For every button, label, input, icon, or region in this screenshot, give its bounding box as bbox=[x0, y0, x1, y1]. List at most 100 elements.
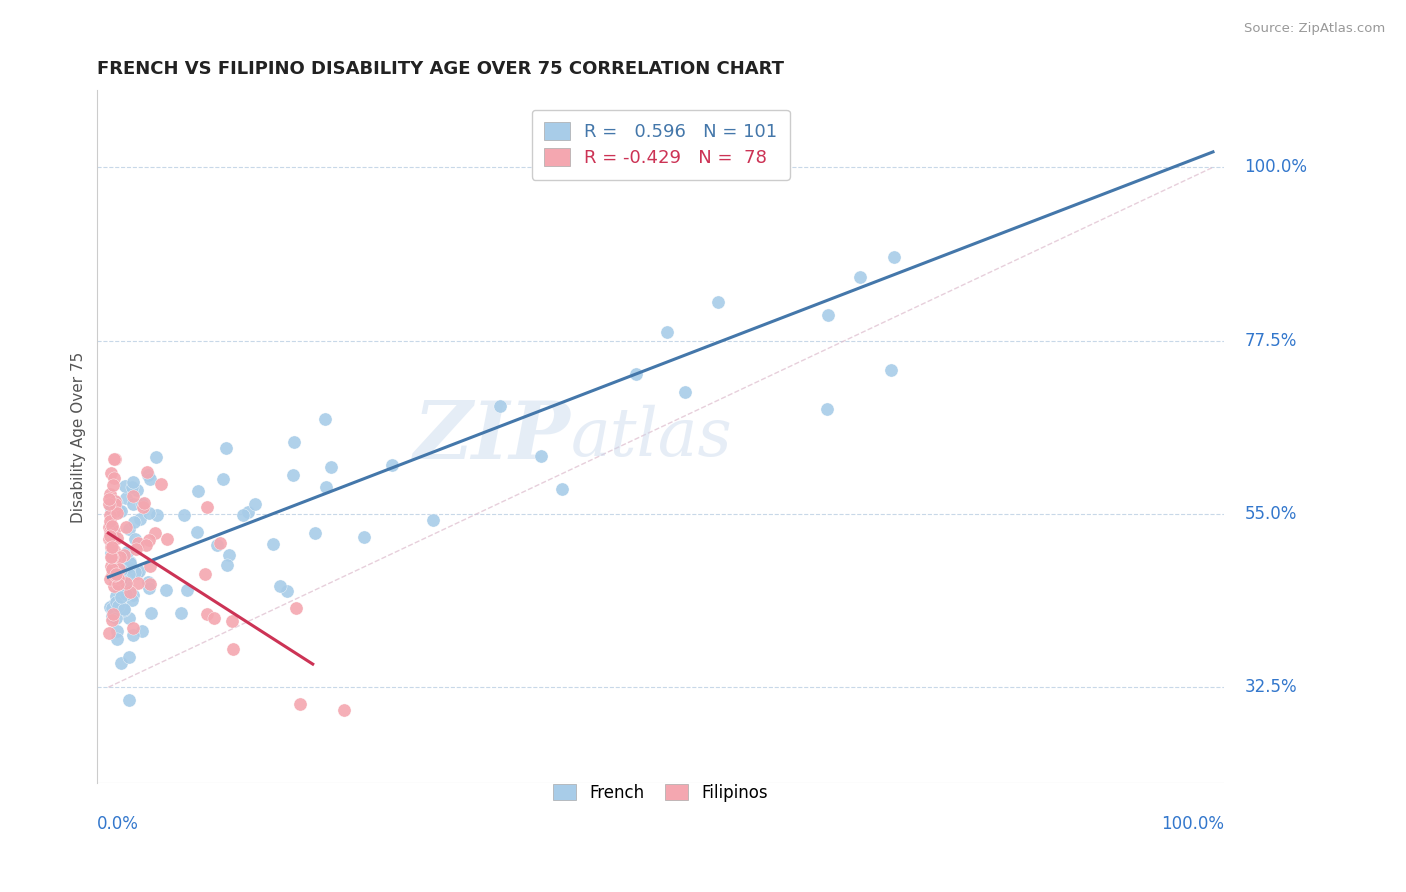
Point bbox=[194, 567, 217, 582]
Point bbox=[112, 551, 135, 566]
Point bbox=[125, 541, 148, 556]
Point bbox=[103, 560, 125, 574]
Point bbox=[215, 441, 238, 455]
Point bbox=[115, 545, 138, 559]
Point bbox=[333, 703, 356, 717]
Point bbox=[218, 548, 240, 562]
Point bbox=[176, 583, 198, 598]
Point bbox=[221, 641, 243, 656]
Point bbox=[129, 511, 152, 525]
Point bbox=[100, 535, 122, 549]
Point bbox=[121, 475, 143, 489]
Legend: French, Filipinos: French, Filipinos bbox=[541, 772, 780, 814]
Point bbox=[156, 532, 179, 546]
Point bbox=[283, 435, 305, 450]
Point bbox=[98, 529, 121, 543]
Point bbox=[269, 579, 291, 593]
Point bbox=[186, 524, 208, 539]
Point bbox=[107, 599, 129, 613]
Point bbox=[104, 495, 127, 509]
Point bbox=[112, 602, 135, 616]
Point bbox=[124, 532, 146, 546]
Point bbox=[262, 537, 284, 551]
Point bbox=[105, 611, 128, 625]
Point bbox=[136, 574, 159, 589]
Point bbox=[100, 530, 122, 544]
Point bbox=[125, 483, 148, 497]
Point bbox=[120, 585, 142, 599]
Point bbox=[101, 568, 124, 582]
Point bbox=[215, 558, 238, 572]
Point bbox=[321, 459, 343, 474]
Point bbox=[98, 600, 121, 615]
Point bbox=[187, 483, 209, 498]
Point bbox=[353, 530, 375, 544]
Point bbox=[139, 559, 162, 574]
Point bbox=[118, 555, 141, 569]
Point bbox=[104, 568, 127, 582]
Point bbox=[139, 606, 162, 620]
Point bbox=[110, 504, 132, 518]
Point bbox=[205, 538, 228, 552]
Point bbox=[118, 692, 141, 706]
Point bbox=[673, 385, 696, 400]
Point bbox=[97, 626, 120, 640]
Point bbox=[105, 531, 128, 545]
Point bbox=[283, 468, 305, 483]
Point bbox=[105, 632, 128, 646]
Point bbox=[155, 582, 177, 597]
Point bbox=[131, 624, 153, 639]
Point bbox=[101, 561, 124, 575]
Point bbox=[108, 582, 131, 596]
Point bbox=[104, 564, 127, 578]
Point bbox=[100, 550, 122, 565]
Text: atlas: atlas bbox=[571, 404, 733, 469]
Point bbox=[101, 540, 124, 554]
Point bbox=[107, 598, 129, 612]
Point bbox=[104, 589, 127, 603]
Text: 77.5%: 77.5% bbox=[1244, 332, 1296, 350]
Point bbox=[381, 458, 404, 473]
Point bbox=[173, 508, 195, 523]
Point bbox=[104, 559, 127, 574]
Point bbox=[626, 367, 648, 381]
Point bbox=[128, 536, 150, 550]
Y-axis label: Disability Age Over 75: Disability Age Over 75 bbox=[72, 351, 86, 523]
Point bbox=[288, 698, 311, 712]
Point bbox=[122, 621, 145, 635]
Point bbox=[100, 540, 122, 554]
Point bbox=[103, 471, 125, 485]
Point bbox=[100, 487, 122, 501]
Point bbox=[276, 584, 298, 599]
Point bbox=[103, 553, 125, 567]
Point bbox=[488, 399, 510, 413]
Point bbox=[655, 326, 678, 340]
Point bbox=[127, 566, 149, 580]
Point bbox=[422, 513, 444, 527]
Point bbox=[209, 535, 232, 549]
Point bbox=[103, 478, 125, 492]
Point bbox=[101, 528, 124, 542]
Point bbox=[118, 610, 141, 624]
Point bbox=[114, 520, 136, 534]
Point bbox=[98, 524, 121, 539]
Point bbox=[118, 556, 141, 570]
Point bbox=[118, 567, 141, 582]
Point bbox=[127, 575, 149, 590]
Point bbox=[101, 522, 124, 536]
Point bbox=[104, 494, 127, 508]
Text: 100.0%: 100.0% bbox=[1161, 814, 1225, 833]
Point bbox=[304, 525, 326, 540]
Text: ZIP: ZIP bbox=[413, 398, 571, 475]
Point bbox=[104, 504, 127, 518]
Point bbox=[128, 564, 150, 578]
Point bbox=[112, 603, 135, 617]
Point bbox=[98, 508, 121, 522]
Point bbox=[815, 402, 838, 417]
Point bbox=[195, 607, 218, 622]
Point bbox=[146, 508, 169, 522]
Point bbox=[112, 548, 135, 562]
Point bbox=[110, 657, 132, 671]
Point bbox=[122, 515, 145, 529]
Point bbox=[101, 599, 124, 613]
